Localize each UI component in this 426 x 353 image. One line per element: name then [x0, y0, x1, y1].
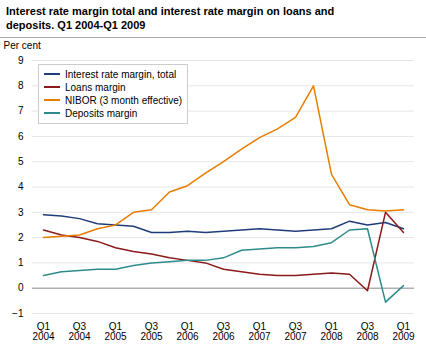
html-text:Deposits margin: Deposits margin: [65, 107, 138, 119]
svg-text:Q32005: Q32005: [140, 320, 163, 341]
svg-text:2: 2: [18, 231, 24, 242]
svg-text:8: 8: [18, 80, 24, 91]
svg-text:4: 4: [18, 181, 24, 192]
html-text:Interest rate margin total and: Interest rate margin total and interest …: [6, 5, 335, 31]
svg-text:Q12009: Q12009: [392, 320, 415, 341]
svg-text:Q32004: Q32004: [68, 320, 91, 341]
svg-text:Q32007: Q32007: [284, 320, 307, 341]
svg-text:6: 6: [18, 130, 24, 141]
svg-text:Q12004: Q12004: [32, 320, 55, 341]
svg-text:9: 9: [18, 54, 24, 65]
svg-text:Q32006: Q32006: [212, 320, 235, 341]
html-text:Interest rate margin, total: Interest rate margin, total: [65, 68, 177, 80]
svg-text:5: 5: [18, 155, 24, 166]
svg-text:3: 3: [18, 206, 24, 217]
html-text:Loans margin: Loans margin: [65, 81, 126, 93]
svg-text:Q32008: Q32008: [356, 320, 379, 341]
svg-text:Q12006: Q12006: [176, 320, 199, 341]
svg-text:Q12005: Q12005: [104, 320, 127, 341]
svg-text:1: 1: [18, 257, 24, 268]
svg-text:Per cent: Per cent: [4, 39, 41, 50]
html-text:NIBOR (3 month effective): NIBOR (3 month effective): [65, 94, 183, 106]
svg-text:0: 0: [18, 282, 24, 293]
svg-text:7: 7: [18, 105, 24, 116]
svg-text:Q12007: Q12007: [248, 320, 271, 341]
svg-text:−1: −1: [12, 307, 24, 318]
svg-text:Q12008: Q12008: [320, 320, 343, 341]
